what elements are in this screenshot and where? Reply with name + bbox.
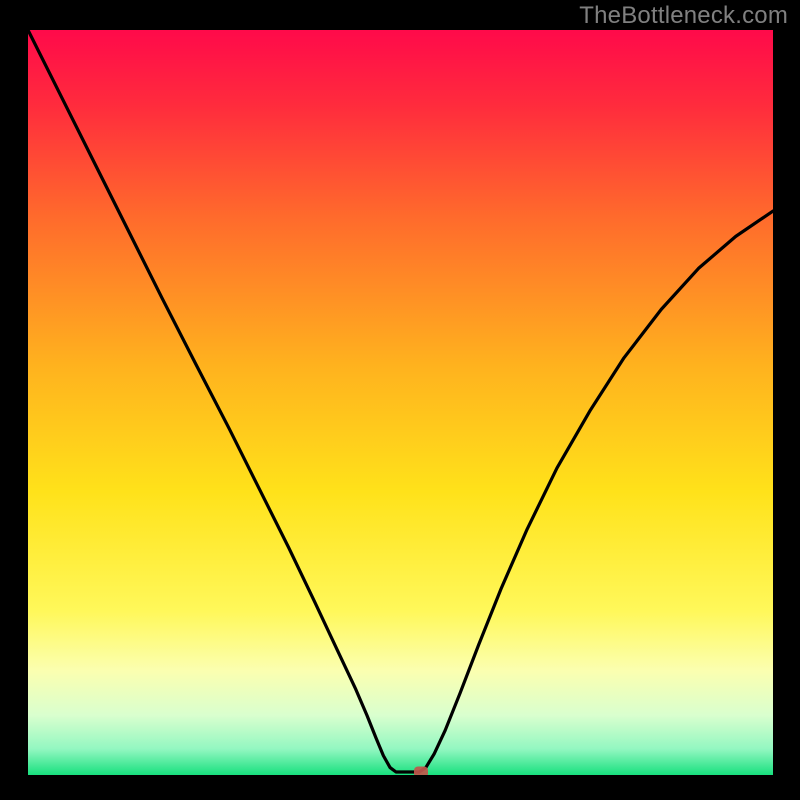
watermark-text: TheBottleneck.com: [579, 2, 788, 30]
bottleneck-curve: [28, 30, 773, 775]
plot-area: [28, 30, 773, 775]
chart-canvas: TheBottleneck.com: [0, 0, 800, 800]
optimal-point-marker: [414, 767, 428, 775]
plot-inner: [28, 30, 773, 775]
